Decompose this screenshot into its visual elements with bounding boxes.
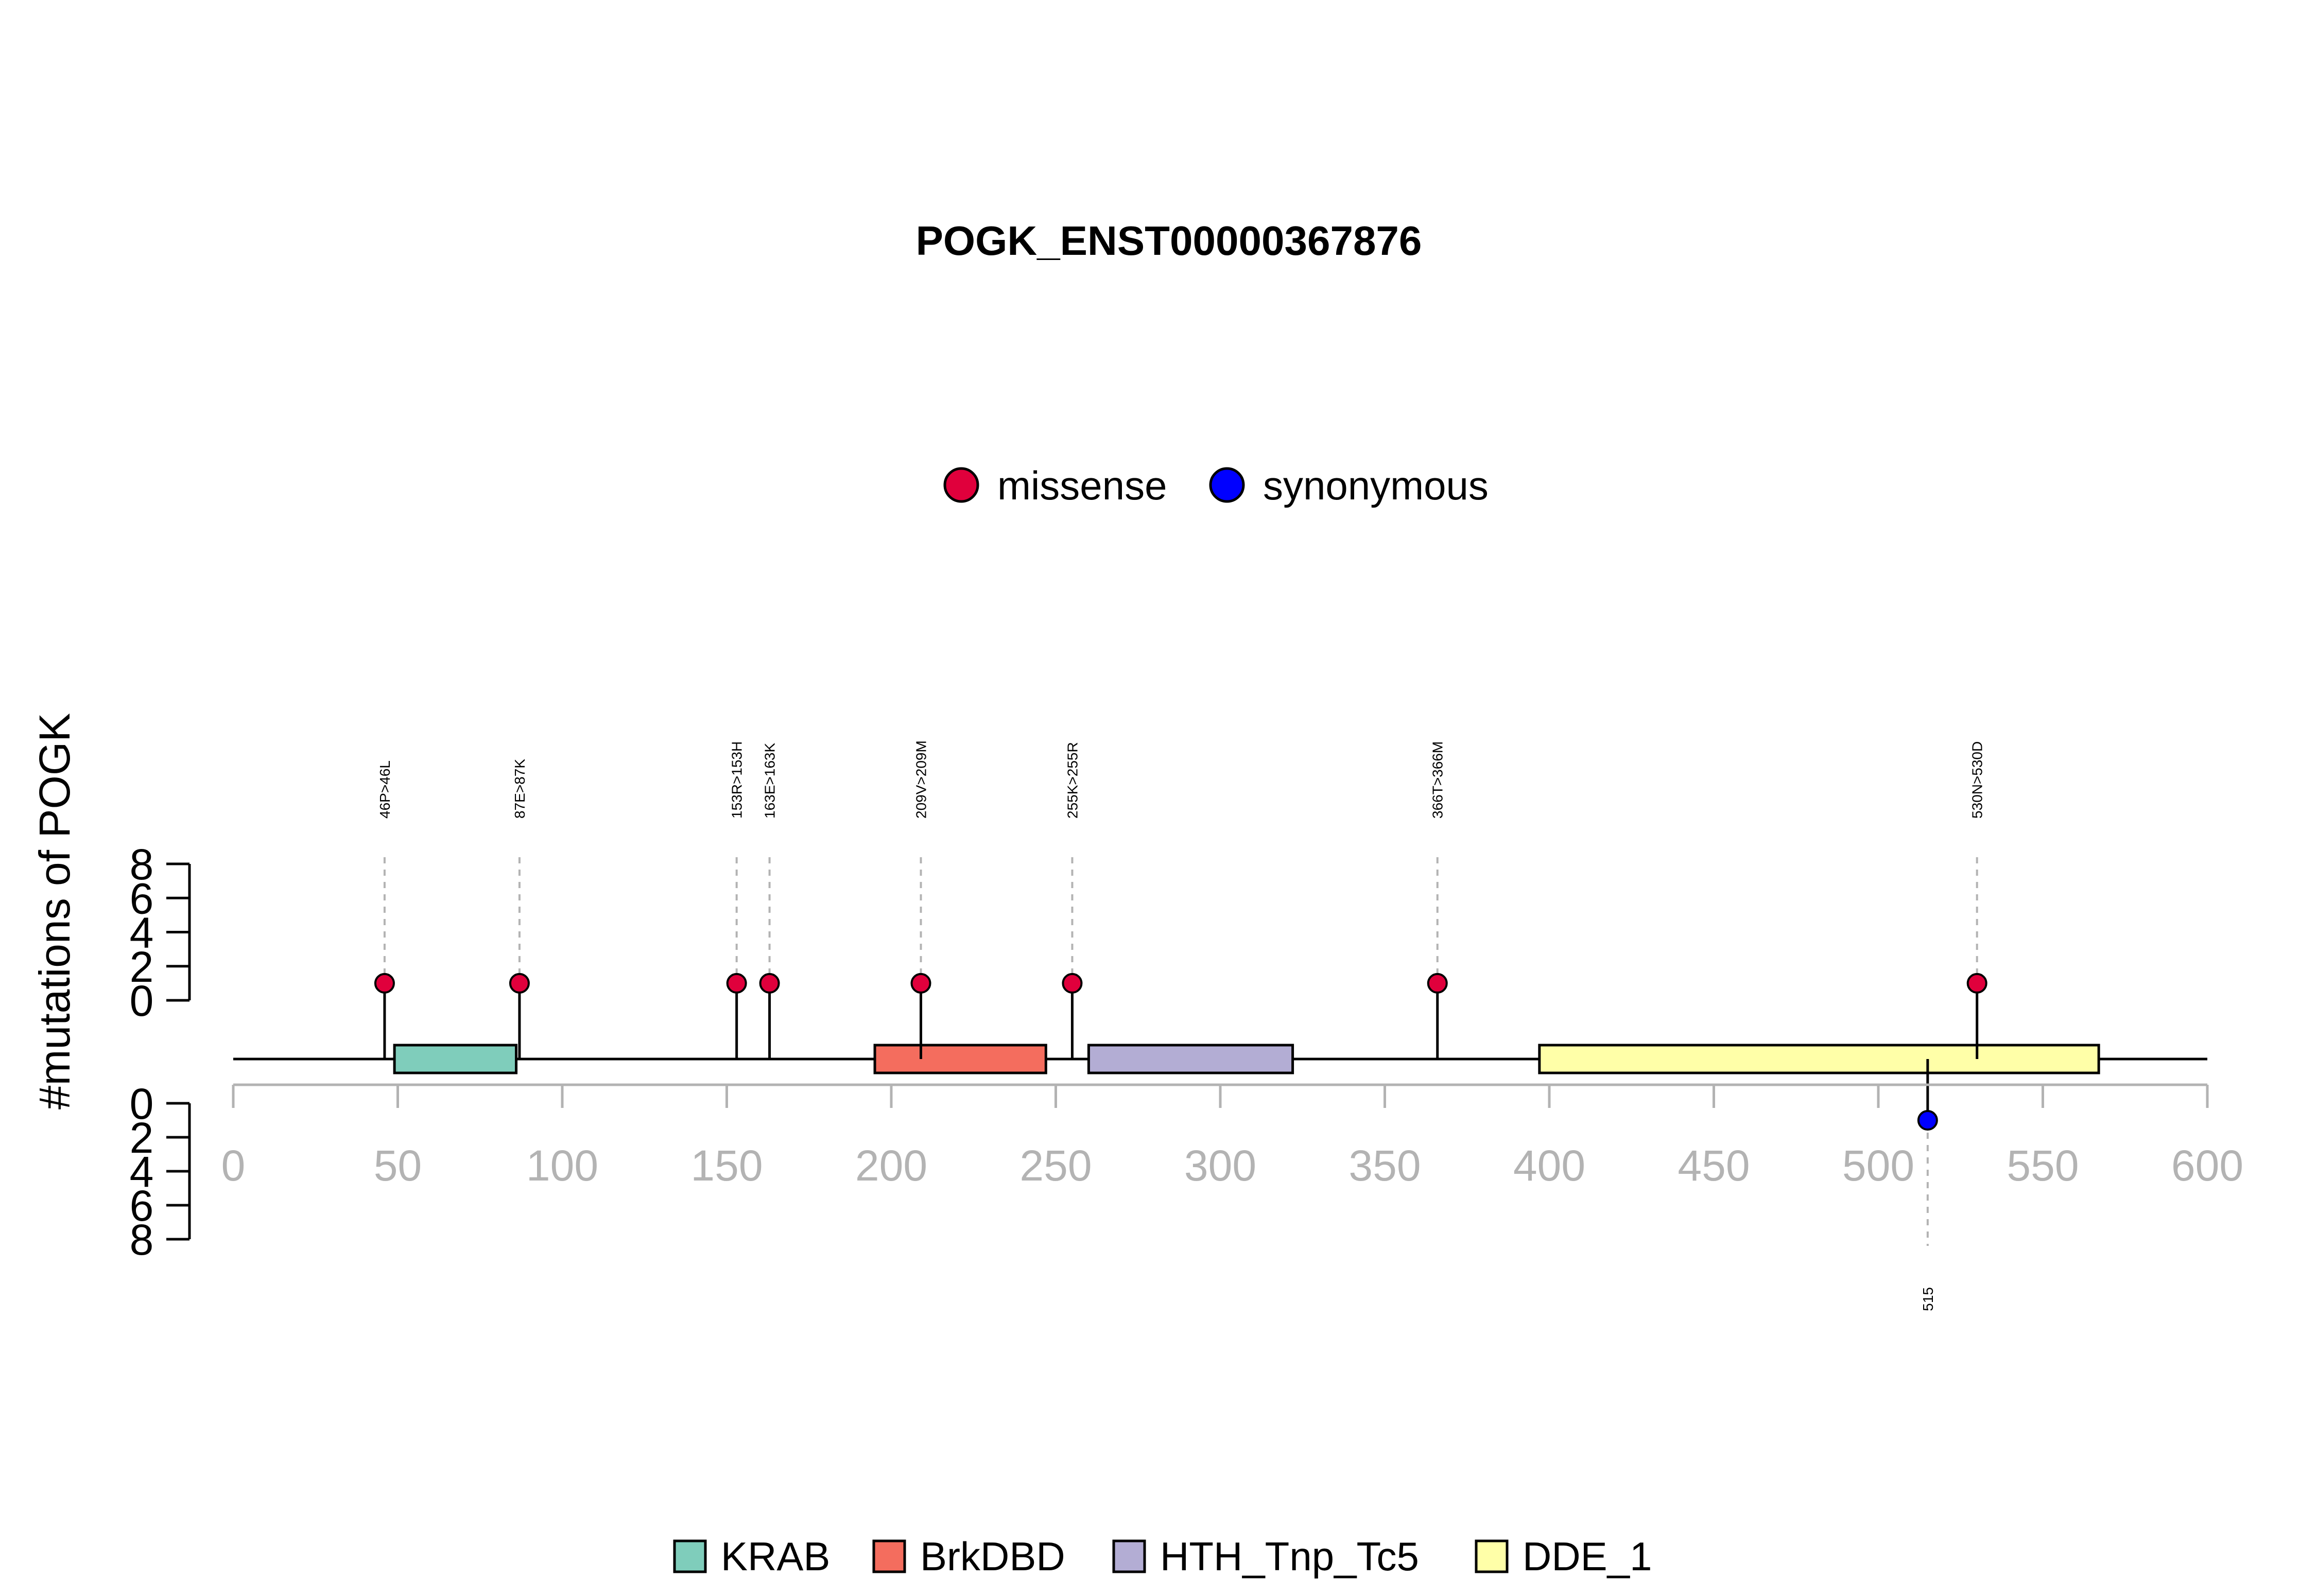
y-lower-tick-label: 0 — [130, 1080, 154, 1128]
x-tick-label: 50 — [374, 1141, 422, 1190]
y-upper-tick-label: 4 — [130, 909, 154, 957]
x-tick-label: 150 — [690, 1141, 763, 1190]
x-tick-label: 0 — [221, 1141, 246, 1190]
y-lower-tick-label: 2 — [130, 1114, 154, 1162]
legend-label-HTH_Tnp_Tc5: HTH_Tnp_Tc5 — [1160, 1534, 1419, 1579]
mutations-layer: 46P>46L 87E>87K 153R>153H 163E>163K 209V>209… — [374, 740, 1987, 1311]
mutation-label: 209V>209M — [913, 740, 929, 819]
mutation-label: 153R>153H — [729, 741, 745, 819]
mutation-legend: missense synonymous — [943, 463, 1489, 508]
mutation-point — [1917, 1110, 1938, 1131]
mutation-label: 530N>530D — [1969, 741, 1985, 819]
domain-KRAB — [393, 1044, 518, 1074]
mutation-point — [759, 973, 780, 994]
legend-swatch-HTH_Tnp_Tc5 — [1112, 1539, 1146, 1573]
x-tick-label: 450 — [1678, 1141, 1750, 1190]
mutation-label: 46P>46L — [377, 760, 393, 819]
x-tick-label: 550 — [2007, 1141, 2079, 1190]
x-tick-label: 400 — [1513, 1141, 1585, 1190]
chart-title: POGK_ENST00000367876 — [916, 218, 1422, 264]
y-lower-tick-label: 8 — [130, 1216, 154, 1264]
x-tick-label: 200 — [855, 1141, 927, 1190]
domain-DDE_1 — [1538, 1044, 2100, 1074]
x-tick-label: 250 — [1019, 1141, 1092, 1190]
mutation-label: 163E>163K — [762, 743, 778, 819]
legend-label-synonymous: synonymous — [1263, 463, 1489, 508]
mutation-point — [509, 973, 530, 994]
legend-label-missense: missense — [997, 463, 1167, 508]
mutation-point — [910, 973, 931, 994]
y-upper-tick-label: 8 — [130, 840, 154, 889]
x-axis: 0 50 100 150 200 250 300 350 400 450 500 550 600 — [221, 1083, 2243, 1190]
mutation-label: 87E>87K — [512, 759, 528, 819]
x-tick-label: 500 — [1842, 1141, 1914, 1190]
x-tick-label: 300 — [1184, 1141, 1256, 1190]
mutation-label: 366T>366M — [1430, 741, 1446, 819]
legend-marker-missense — [943, 467, 979, 503]
y-upper-tick-label: 6 — [130, 874, 154, 923]
domain-legend: KRAB BrkDBD HTH_Tnp_Tc5 DDE_1 — [673, 1534, 1652, 1579]
legend-label-DDE_1: DDE_1 — [1523, 1534, 1652, 1579]
y-axis-label: #mutations of POGK — [30, 713, 79, 1109]
x-tick-label: 350 — [1348, 1141, 1421, 1190]
legend-swatch-DDE_1 — [1475, 1539, 1509, 1573]
domain-HTH_Tnp_Tc5 — [1087, 1044, 1294, 1074]
mutation-point — [374, 973, 395, 994]
y-lower-tick-label: 6 — [130, 1182, 154, 1230]
x-tick-label: 100 — [526, 1141, 598, 1190]
mutation-label: 255K>255R — [1064, 742, 1080, 819]
mutation-point — [1062, 973, 1083, 994]
legend-label-KRAB: KRAB — [721, 1534, 830, 1579]
domains-layer — [393, 1044, 2100, 1074]
legend-marker-synonymous — [1209, 467, 1245, 503]
x-tick-label: 600 — [2171, 1141, 2243, 1190]
legend-label-BrkDBD: BrkDBD — [920, 1534, 1065, 1579]
mutation-point — [1966, 973, 1987, 994]
mutation-point — [726, 973, 747, 994]
y-lower-tick-label: 4 — [130, 1148, 154, 1196]
legend-swatch-BrkDBD — [872, 1539, 906, 1573]
mutation-label: 515 — [1920, 1287, 1936, 1311]
legend-swatch-KRAB — [673, 1539, 707, 1573]
domain-BrkDBD — [873, 1044, 1047, 1074]
y-upper-tick-label: 2 — [130, 943, 154, 991]
y-upper-tick-label: 0 — [130, 977, 154, 1025]
mutation-point — [1427, 973, 1448, 994]
